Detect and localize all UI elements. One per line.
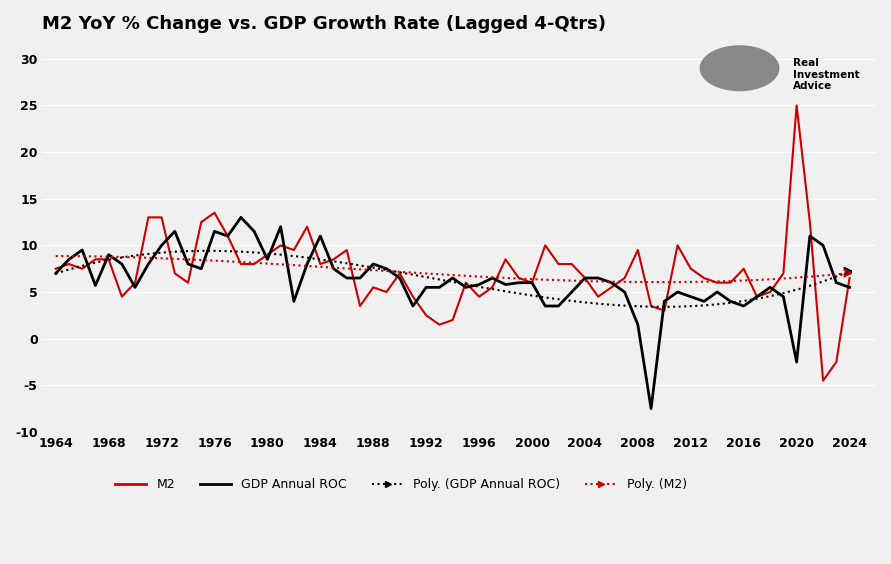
Text: M2 YoY % Change vs. GDP Growth Rate (Lagged 4-Qtrs): M2 YoY % Change vs. GDP Growth Rate (Lag… bbox=[43, 15, 607, 33]
Legend: M2, GDP Annual ROC, Poly. (GDP Annual ROC), Poly. (M2): M2, GDP Annual ROC, Poly. (GDP Annual RO… bbox=[110, 473, 691, 496]
Circle shape bbox=[700, 46, 779, 91]
Text: Real
Investment
Advice: Real Investment Advice bbox=[793, 58, 860, 91]
